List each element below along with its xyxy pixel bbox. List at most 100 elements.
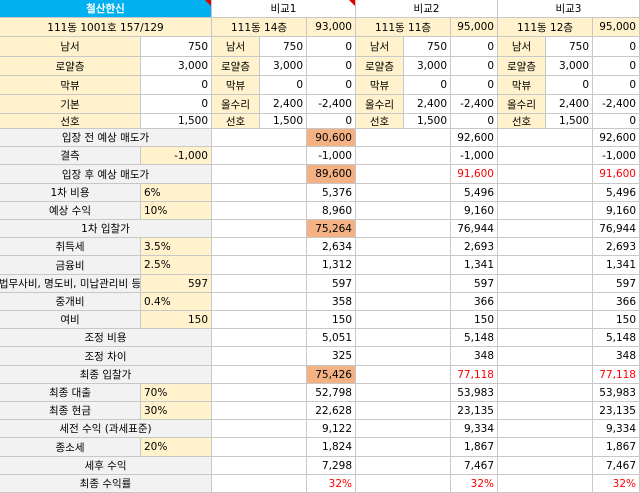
calc-label-cell[interactable]: 세전 수익 (과세표준): [0, 420, 212, 438]
attr-comp3-a-cell[interactable]: 3,000: [546, 57, 593, 76]
attr-comp3-b-cell[interactable]: 0: [593, 37, 640, 57]
calc-label-cell[interactable]: 결측: [0, 147, 141, 165]
attr-comp1-a-cell[interactable]: 0: [260, 76, 307, 95]
calc-comp3-value-cell[interactable]: 366: [593, 293, 640, 311]
attr-comp2-b-cell[interactable]: 0: [451, 114, 498, 129]
attr-comp1-label-cell[interactable]: 로얄층: [212, 57, 260, 76]
calc-comp1-value-cell[interactable]: 150: [307, 311, 356, 329]
attr-comp3-a-cell[interactable]: 750: [546, 37, 593, 57]
calc-comp2-value-cell[interactable]: -1,000: [451, 147, 498, 165]
calc-comp1-value-cell[interactable]: 5,051: [307, 329, 356, 347]
calc-param-cell[interactable]: -1,000: [141, 147, 212, 165]
attr-comp3-a-cell[interactable]: 1,500: [546, 114, 593, 129]
calc-label-cell[interactable]: 최종 현금: [0, 402, 141, 420]
calc-label-cell[interactable]: 예상 수익: [0, 202, 141, 220]
attr-comp1-b-cell[interactable]: 0: [307, 57, 356, 76]
calc-comp2-value-cell[interactable]: 150: [451, 311, 498, 329]
attr-comp2-a-cell[interactable]: 1,500: [404, 114, 451, 129]
calc-comp1-value-cell[interactable]: -1,000: [307, 147, 356, 165]
attr-comp3-label-cell[interactable]: 로얄층: [498, 57, 546, 76]
calc-comp3-value-cell[interactable]: 5,148: [593, 329, 640, 347]
calc-comp1-value-cell[interactable]: 1,312: [307, 256, 356, 275]
attr-comp2-b-cell[interactable]: 0: [451, 76, 498, 95]
attr-comp3-label-cell[interactable]: 남서: [498, 37, 546, 57]
calc-comp1-value-cell[interactable]: 32%: [307, 475, 356, 493]
attr-comp3-b-cell[interactable]: 0: [593, 114, 640, 129]
calc-comp1-value-cell[interactable]: 597: [307, 275, 356, 293]
calc-comp3-value-cell[interactable]: 76,944: [593, 220, 640, 238]
calc-label-cell[interactable]: 종소세: [0, 438, 141, 457]
calc-label-cell[interactable]: 취득세: [0, 238, 141, 256]
calc-comp3-value-cell[interactable]: 348: [593, 347, 640, 366]
calc-comp2-value-cell[interactable]: 53,983: [451, 384, 498, 402]
calc-label-cell[interactable]: 최종 수익률: [0, 475, 212, 493]
calc-comp2-value-cell[interactable]: 5,496: [451, 184, 498, 202]
calc-comp1-value-cell[interactable]: 9,122: [307, 420, 356, 438]
calc-param-cell[interactable]: 20%: [141, 438, 212, 457]
calc-comp2-value-cell[interactable]: 92,600: [451, 129, 498, 147]
calc-label-cell[interactable]: 법무사비, 명도비, 미납관리비 등: [0, 275, 141, 293]
calc-comp2-value-cell[interactable]: 5,148: [451, 329, 498, 347]
attr-comp2-a-cell[interactable]: 0: [404, 76, 451, 95]
calc-comp2-value-cell[interactable]: 1,341: [451, 256, 498, 275]
calc-comp2-value-cell[interactable]: 91,600: [451, 165, 498, 184]
calc-param-cell[interactable]: 70%: [141, 384, 212, 402]
calc-label-cell[interactable]: 최종 입찰가: [0, 366, 212, 384]
calc-comp3-value-cell[interactable]: 7,467: [593, 457, 640, 475]
attr-comp2-label-cell[interactable]: 올수리: [356, 95, 404, 114]
attr-comp1-label-cell[interactable]: 올수리: [212, 95, 260, 114]
calc-comp1-value-cell[interactable]: 325: [307, 347, 356, 366]
attr-comp2-label-cell[interactable]: 남서: [356, 37, 404, 57]
calc-param-cell[interactable]: 597: [141, 275, 212, 293]
attr-main-value-cell[interactable]: 0: [141, 76, 212, 95]
attr-comp2-a-cell[interactable]: 3,000: [404, 57, 451, 76]
attr-comp2-b-cell[interactable]: 0: [451, 37, 498, 57]
name-header-cell[interactable]: 철산한신: [0, 0, 212, 18]
calc-comp3-value-cell[interactable]: 2,693: [593, 238, 640, 256]
calc-comp3-value-cell[interactable]: 9,160: [593, 202, 640, 220]
calc-param-cell[interactable]: 3.5%: [141, 238, 212, 256]
calc-param-cell[interactable]: 10%: [141, 202, 212, 220]
calc-comp3-value-cell[interactable]: 77,118: [593, 366, 640, 384]
attr-label-cell[interactable]: 기본: [0, 95, 141, 114]
calc-comp1-value-cell[interactable]: 52,798: [307, 384, 356, 402]
calc-param-cell[interactable]: 6%: [141, 184, 212, 202]
calc-comp2-value-cell[interactable]: 1,867: [451, 438, 498, 457]
attr-label-cell[interactable]: 남서: [0, 37, 141, 57]
attr-comp1-b-cell[interactable]: -2,400: [307, 95, 356, 114]
calc-comp2-value-cell[interactable]: 76,944: [451, 220, 498, 238]
calc-comp2-value-cell[interactable]: 7,467: [451, 457, 498, 475]
calc-label-cell[interactable]: 입장 전 예상 매도가: [0, 129, 212, 147]
attr-comp3-a-cell[interactable]: 2,400: [546, 95, 593, 114]
attr-comp1-b-cell[interactable]: 0: [307, 114, 356, 129]
calc-label-cell[interactable]: 조정 차이: [0, 347, 212, 366]
attr-comp1-a-cell[interactable]: 1,500: [260, 114, 307, 129]
attr-comp3-b-cell[interactable]: -2,400: [593, 95, 640, 114]
attr-comp2-a-cell[interactable]: 2,400: [404, 95, 451, 114]
calc-comp2-value-cell[interactable]: 2,693: [451, 238, 498, 256]
calc-comp3-value-cell[interactable]: 5,496: [593, 184, 640, 202]
unit-main-cell[interactable]: 111동 1001호 157/129: [0, 18, 212, 37]
calc-comp1-value-cell[interactable]: 75,264: [307, 220, 356, 238]
attr-comp1-b-cell[interactable]: 0: [307, 37, 356, 57]
calc-comp3-value-cell[interactable]: 150: [593, 311, 640, 329]
calc-comp2-value-cell[interactable]: 348: [451, 347, 498, 366]
attr-comp3-b-cell[interactable]: 0: [593, 57, 640, 76]
comp1-header-cell[interactable]: 비교1: [212, 0, 356, 18]
comp3-price-cell[interactable]: 95,000: [593, 18, 640, 37]
calc-comp2-value-cell[interactable]: 32%: [451, 475, 498, 493]
calc-comp3-value-cell[interactable]: 1,867: [593, 438, 640, 457]
attr-label-cell[interactable]: 선호: [0, 114, 141, 129]
calc-comp1-value-cell[interactable]: 75,426: [307, 366, 356, 384]
calc-comp2-value-cell[interactable]: 9,160: [451, 202, 498, 220]
comp2-unit-cell[interactable]: 111동 11층: [356, 18, 451, 37]
calc-label-cell[interactable]: 금융비: [0, 256, 141, 275]
calc-comp1-value-cell[interactable]: 8,960: [307, 202, 356, 220]
calc-comp1-value-cell[interactable]: 22,628: [307, 402, 356, 420]
attr-comp2-label-cell[interactable]: 막뷰: [356, 76, 404, 95]
attr-label-cell[interactable]: 로얄층: [0, 57, 141, 76]
attr-main-value-cell[interactable]: 750: [141, 37, 212, 57]
calc-comp3-value-cell[interactable]: 1,341: [593, 256, 640, 275]
attr-label-cell[interactable]: 막뷰: [0, 76, 141, 95]
attr-comp2-b-cell[interactable]: -2,400: [451, 95, 498, 114]
